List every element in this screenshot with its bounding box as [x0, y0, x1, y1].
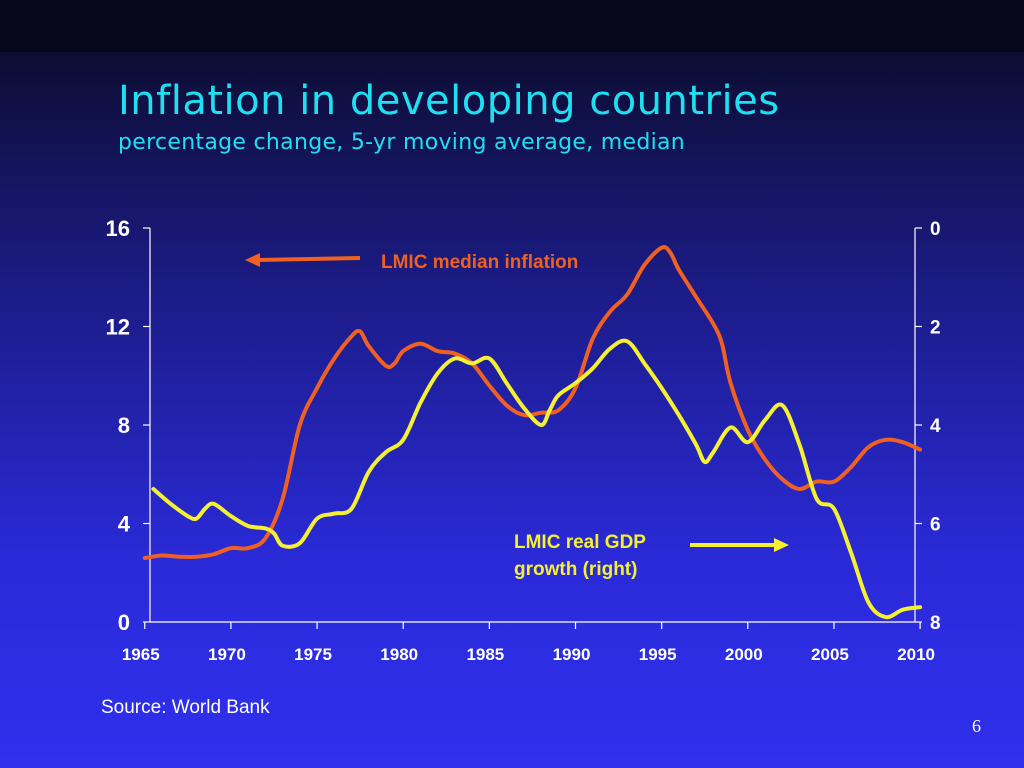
- x-axis-tick-label: 2010: [897, 645, 935, 664]
- right-axis-tick-label: 2: [930, 318, 941, 339]
- inflation-label: LMIC median inflation: [381, 252, 578, 273]
- gdp-label-line1: LMIC real GDP: [514, 532, 646, 553]
- x-axis-tick-label: 2000: [725, 645, 763, 664]
- left-axis-tick-label: 8: [118, 413, 130, 438]
- gdp-arrow-head: [774, 538, 789, 552]
- left-axis-tick-label: 4: [118, 512, 131, 537]
- right-axis-tick-label: 4: [930, 416, 941, 437]
- inflation-series-line: [142, 245, 923, 560]
- chart-title: Inflation in developing countries: [118, 78, 780, 124]
- left-axis-tick-label: 12: [106, 315, 130, 340]
- x-axis-tick-label: 1975: [294, 645, 332, 664]
- inflation-arrow-head: [245, 253, 260, 267]
- chart-annotations: LMIC median inflation LMIC real GDP grow…: [245, 252, 789, 580]
- gdp-label-line2: growth (right): [514, 559, 637, 580]
- page-number: 6: [972, 716, 981, 736]
- right-axis-tick-label: 0: [930, 219, 941, 240]
- x-axis-tick-label: 1995: [639, 645, 677, 664]
- right-axis-tick-label: 6: [930, 515, 941, 536]
- x-axis-tick-label: 2005: [811, 645, 849, 664]
- x-axis-tick-label: 1980: [380, 645, 418, 664]
- left-axis-tick-label: 0: [118, 610, 130, 635]
- left-axis-tick-label: 16: [106, 216, 130, 241]
- x-axis-tick-label: 1985: [466, 645, 504, 664]
- gdp-growth-series-line: [151, 338, 923, 620]
- source-note: Source: World Bank: [101, 697, 270, 718]
- chart-axes: 0 4 8 12 16 0 2 4 6 8 1965 1970 1975 1980 1985 1990 1995…: [106, 216, 941, 664]
- chart-subtitle: percentage change, 5-yr moving average, …: [118, 130, 686, 155]
- right-axis-tick-label: 8: [930, 613, 941, 634]
- inflation-arrow-shaft: [257, 256, 361, 262]
- chart-series: [142, 245, 923, 620]
- x-axis-tick-label: 1990: [553, 645, 591, 664]
- x-axis-tick-label: 1970: [208, 645, 246, 664]
- x-axis-tick-label: 1965: [122, 645, 160, 664]
- top-bar: [0, 0, 1024, 52]
